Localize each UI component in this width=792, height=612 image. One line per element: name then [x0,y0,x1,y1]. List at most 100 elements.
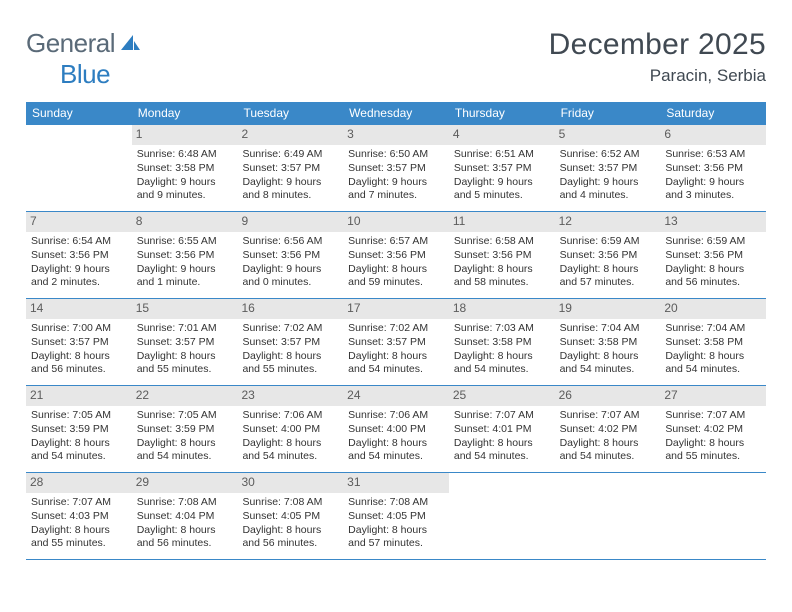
day-number: 21 [26,386,132,406]
day-cell: 16 Sunrise: 7:02 AMSunset: 3:57 PMDayligh… [237,299,343,385]
day-details: Sunrise: 6:57 AMSunset: 3:56 PMDaylight:… [347,235,445,290]
day-cell: 28Sunrise: 7:07 AMSunset: 4:03 PMDayligh… [26,473,132,559]
day-number: 13 [660,212,766,232]
weekday-header: Sunday [26,102,132,125]
week-row: 14 Sunrise: 7:00 AMSunset: 3:57 PMDayligh… [26,299,766,386]
weekday-header: Saturday [660,102,766,125]
day-cell: 11 Sunrise: 6:58 AMSunset: 3:56 PMDayligh… [449,212,555,298]
day-details: Sunrise: 7:07 AMSunset: 4:02 PMDaylight:… [559,409,657,464]
weekday-header: Thursday [449,102,555,125]
day-cell: 15 Sunrise: 7:01 AMSunset: 3:57 PMDayligh… [132,299,238,385]
day-cell: 12 Sunrise: 6:59 AMSunset: 3:56 PMDayligh… [555,212,661,298]
day-number: 12 [555,212,661,232]
day-details: Sunrise: 6:51 AMSunset: 3:57 PMDaylight:… [453,148,551,203]
day-details: Sunrise: 6:59 AMSunset: 3:56 PMDaylight:… [559,235,657,290]
day-number: 30 [237,473,343,493]
day-cell: 26 Sunrise: 7:07 AMSunset: 4:02 PMDayligh… [555,386,661,472]
day-details: Sunrise: 7:05 AMSunset: 3:59 PMDaylight:… [136,409,234,464]
day-number: 15 [132,299,238,319]
day-cell: 8Sunrise: 6:55 AMSunset: 3:56 PMDaylight… [132,212,238,298]
day-number: 14 [26,299,132,319]
day-number: 28 [26,473,132,493]
day-number: 1 [132,125,238,145]
day-details: Sunrise: 7:06 AMSunset: 4:00 PMDaylight:… [347,409,445,464]
day-details: Sunrise: 7:08 AMSunset: 4:05 PMDaylight:… [241,496,339,551]
calendar: SundayMondayTuesdayWednesdayThursdayFrid… [26,102,766,560]
day-number: 2 [237,125,343,145]
day-details: Sunrise: 7:07 AMSunset: 4:01 PMDaylight:… [453,409,551,464]
weekday-header-row: SundayMondayTuesdayWednesdayThursdayFrid… [26,102,766,125]
day-number: 24 [343,386,449,406]
day-details: Sunrise: 6:54 AMSunset: 3:56 PMDaylight:… [30,235,128,290]
week-row: 1 Sunrise: 6:48 AMSunset: 3:58 PMDaylight… [26,125,766,212]
day-number: 17 [343,299,449,319]
day-details: Sunrise: 6:52 AMSunset: 3:57 PMDaylight:… [559,148,657,203]
day-cell: 31Sunrise: 7:08 AMSunset: 4:05 PMDayligh… [343,473,449,559]
page-title: December 2025 [549,28,766,62]
day-number: 3 [343,125,449,145]
day-details: Sunrise: 7:00 AMSunset: 3:57 PMDaylight:… [30,322,128,377]
day-details: Sunrise: 6:56 AMSunset: 3:56 PMDaylight:… [241,235,339,290]
day-details: Sunrise: 7:07 AMSunset: 4:02 PMDaylight:… [664,409,762,464]
day-details: Sunrise: 6:49 AMSunset: 3:57 PMDaylight:… [241,148,339,203]
weekday-header: Wednesday [343,102,449,125]
day-number: 18 [449,299,555,319]
weekday-header: Friday [555,102,661,125]
day-number: 26 [555,386,661,406]
day-details: Sunrise: 7:08 AMSunset: 4:04 PMDaylight:… [136,496,234,551]
day-cell: 6Sunrise: 6:53 AMSunset: 3:56 PMDaylight… [660,125,766,211]
day-cell: 23 Sunrise: 7:06 AMSunset: 4:00 PMDayligh… [237,386,343,472]
day-number: 27 [660,386,766,406]
day-details: Sunrise: 6:48 AMSunset: 3:58 PMDaylight:… [136,148,234,203]
day-details: Sunrise: 7:06 AMSunset: 4:00 PMDaylight:… [241,409,339,464]
day-number: 16 [237,299,343,319]
day-cell: 14 Sunrise: 7:00 AMSunset: 3:57 PMDayligh… [26,299,132,385]
day-cell: 2 Sunrise: 6:49 AMSunset: 3:57 PMDaylight… [237,125,343,211]
weekday-header: Tuesday [237,102,343,125]
week-row: 28Sunrise: 7:07 AMSunset: 4:03 PMDayligh… [26,473,766,560]
day-number: 11 [449,212,555,232]
day-cell: 19 Sunrise: 7:04 AMSunset: 3:58 PMDayligh… [555,299,661,385]
day-cell [555,473,661,559]
day-cell [449,473,555,559]
day-number: 25 [449,386,555,406]
day-details: Sunrise: 7:03 AMSunset: 3:58 PMDaylight:… [453,322,551,377]
sail-icon [119,28,141,59]
day-details: Sunrise: 7:02 AMSunset: 3:57 PMDaylight:… [241,322,339,377]
day-cell: 3 Sunrise: 6:50 AMSunset: 3:57 PMDaylight… [343,125,449,211]
day-cell: 22 Sunrise: 7:05 AMSunset: 3:59 PMDayligh… [132,386,238,472]
day-details: Sunrise: 6:50 AMSunset: 3:57 PMDaylight:… [347,148,445,203]
week-row: 7Sunrise: 6:54 AMSunset: 3:56 PMDaylight… [26,212,766,299]
day-cell: 5 Sunrise: 6:52 AMSunset: 3:57 PMDaylight… [555,125,661,211]
weekday-header: Monday [132,102,238,125]
day-cell: 24 Sunrise: 7:06 AMSunset: 4:00 PMDayligh… [343,386,449,472]
day-number: 20 [660,299,766,319]
week-row: 21Sunrise: 7:05 AMSunset: 3:59 PMDayligh… [26,386,766,473]
day-details: Sunrise: 6:55 AMSunset: 3:56 PMDaylight:… [136,235,234,290]
day-details: Sunrise: 7:04 AMSunset: 3:58 PMDaylight:… [559,322,657,377]
day-number: 5 [555,125,661,145]
day-number: 9 [237,212,343,232]
day-number: 19 [555,299,661,319]
day-number: 4 [449,125,555,145]
day-cell: 21 Sunrise: 7:05 AMSunset: 3:59 PMDayligh… [26,386,132,472]
brand-part2: Blue [60,59,110,90]
day-details: Sunrise: 6:58 AMSunset: 3:56 PMDaylight:… [453,235,551,290]
brand-logo: General Blue [26,28,141,90]
day-cell: 9 Sunrise: 6:56 AMSunset: 3:56 PMDaylight… [237,212,343,298]
day-cell: 10 Sunrise: 6:57 AMSunset: 3:56 PMDayligh… [343,212,449,298]
day-details: Sunrise: 6:53 AMSunset: 3:56 PMDaylight:… [664,148,762,203]
day-details: Sunrise: 7:05 AMSunset: 3:59 PMDaylight:… [30,409,128,464]
day-number: 29 [132,473,238,493]
day-cell: 29 Sunrise: 7:08 AMSunset: 4:04 PMDayligh… [132,473,238,559]
day-cell: 18 Sunrise: 7:03 AMSunset: 3:58 PMDayligh… [449,299,555,385]
day-cell: 20Sunrise: 7:04 AMSunset: 3:58 PMDayligh… [660,299,766,385]
day-cell: 30 Sunrise: 7:08 AMSunset: 4:05 PMDayligh… [237,473,343,559]
day-cell: 25 Sunrise: 7:07 AMSunset: 4:01 PMDayligh… [449,386,555,472]
day-number: 22 [132,386,238,406]
day-details: Sunrise: 7:01 AMSunset: 3:57 PMDaylight:… [136,322,234,377]
day-number: 10 [343,212,449,232]
location-label: Paracin, Serbia [549,66,766,86]
day-cell: 1 Sunrise: 6:48 AMSunset: 3:58 PMDaylight… [132,125,238,211]
day-number: 23 [237,386,343,406]
